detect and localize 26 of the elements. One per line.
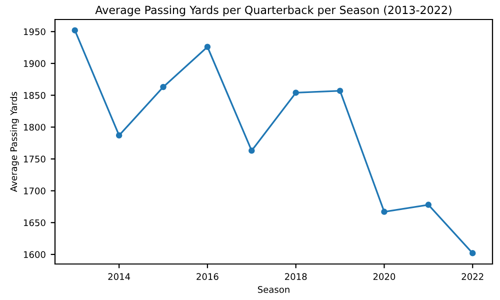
- y-tick-label: 1650: [24, 219, 46, 226]
- point: [248, 148, 255, 154]
- chart-title: Average Passing Yards per Quarterback per Season (2013-2022): [95, 6, 452, 16]
- x-tick-label: 2020: [373, 273, 396, 280]
- point: [381, 208, 388, 215]
- y-tick-label: 1750: [24, 156, 46, 162]
- point: [469, 250, 476, 256]
- point: [336, 88, 344, 94]
- x-tick-label: 2022: [462, 273, 484, 280]
- x-tick-label: 2018: [285, 273, 307, 280]
- y-tick-label: 1600: [24, 251, 46, 258]
- x-tick-label: 2016: [196, 273, 218, 280]
- y-axis-title: Average Passing Yards: [10, 92, 19, 192]
- y-tick-label: 1700: [24, 188, 46, 194]
- point: [160, 84, 166, 90]
- point: [116, 132, 122, 139]
- y-tick-label: 1950: [24, 28, 46, 36]
- y-tick-label: 1900: [24, 60, 46, 67]
- point: [292, 90, 299, 96]
- y-tick-label: 1800: [24, 124, 46, 131]
- x-axis-title: Season: [258, 286, 290, 293]
- x-tick-label: 2014: [108, 273, 130, 280]
- y-tick-label: 1850: [24, 92, 46, 99]
- point: [204, 44, 211, 50]
- point: [425, 202, 432, 208]
- point: [72, 27, 78, 34]
